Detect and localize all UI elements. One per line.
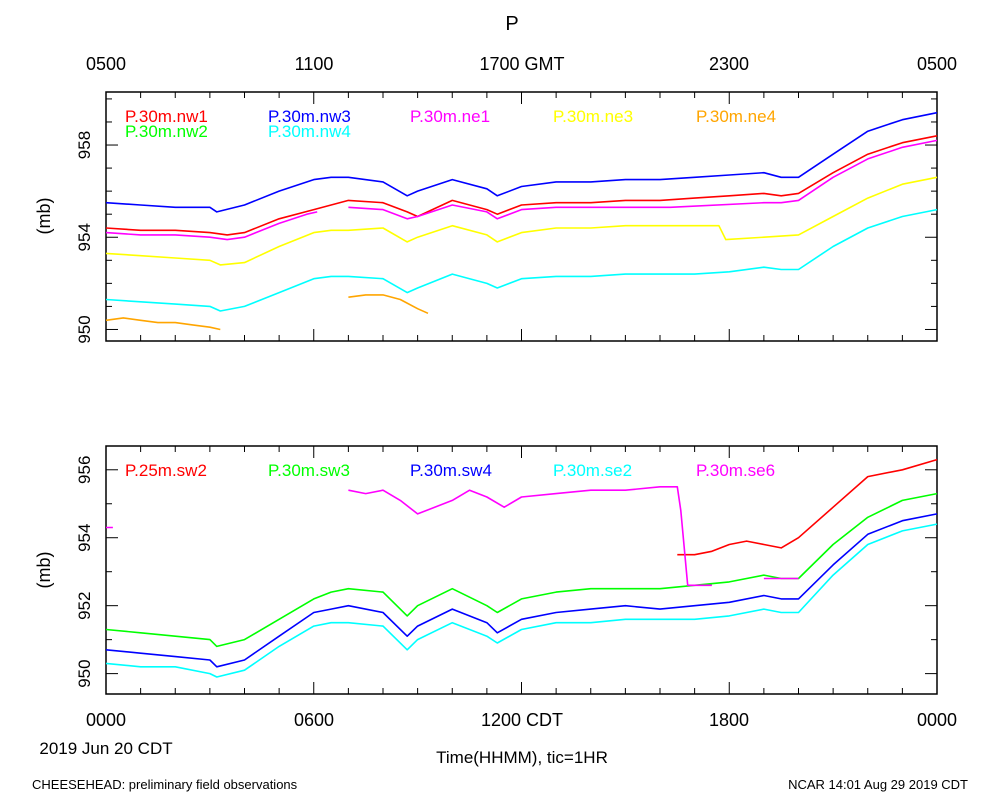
bottom-tick-label-0600: 0600 xyxy=(294,710,334,730)
bottom-tick-label-1800: 1800 xyxy=(709,710,749,730)
legend-p-30m-ne4: P.30m.ne4 xyxy=(696,107,776,126)
top-tick-label-0500-end: 0500 xyxy=(917,54,957,74)
legend-p-30m-se2: P.30m.se2 xyxy=(553,461,632,480)
x-axis-title: Time(HHMM), tic=1HR xyxy=(436,748,608,767)
figure-title: P xyxy=(505,13,518,35)
x-date-label: 2019 Jun 20 CDT xyxy=(39,739,172,758)
bottom-plot-frame xyxy=(105,445,938,695)
series-line-p-30m-ne1 xyxy=(105,139,938,241)
series-line-p-30m-nw3 xyxy=(105,111,938,213)
bottom-ytick-label: 952 xyxy=(75,591,94,619)
series-line-p-30m-sw3 xyxy=(105,492,938,648)
bottom-tick-label-1200-cdt: 1200 CDT xyxy=(481,710,563,730)
series-line-p-25m-sw2 xyxy=(677,458,938,556)
legend-p-30m-se6: P.30m.se6 xyxy=(696,461,775,480)
series-line-p-30m-ne4 xyxy=(105,294,429,331)
bottom-ylabel: (mb) xyxy=(34,552,54,589)
legend-p-30m-ne1: P.30m.ne1 xyxy=(410,107,490,126)
legend-p-30m-ne3: P.30m.ne3 xyxy=(553,107,633,126)
top-ylabel: (mb) xyxy=(34,198,54,235)
bottom-series-lines xyxy=(105,458,938,678)
series-line-p-30m-sw4 xyxy=(105,513,938,668)
series-line-p-30m-nw4 xyxy=(105,208,938,312)
top-ticks: 950 954 958 xyxy=(75,92,938,344)
series-line-p-30m-se2 xyxy=(105,523,938,678)
legend-p-30m-nw4: P.30m.nw4 xyxy=(268,122,351,141)
series-line-p-30m-nw1 xyxy=(105,135,938,236)
bottom-ticks: 950 952 954 956 xyxy=(75,446,938,694)
top-plot-frame xyxy=(105,91,938,342)
bottom-ytick-label: 956 xyxy=(75,456,94,484)
bottom-ytick-label: 954 xyxy=(75,524,94,552)
top-ytick-label: 954 xyxy=(75,223,94,251)
top-ytick-label: 958 xyxy=(75,131,94,159)
legend-p-30m-nw3: P.30m.nw3 xyxy=(268,107,351,126)
bottom-tick-label-0000-start: 0000 xyxy=(86,710,126,730)
legend-p-30m-sw4: P.30m.sw4 xyxy=(410,461,492,480)
legend-p-30m-nw1: P.30m.nw1 xyxy=(125,107,208,126)
bottom-panel: 950 952 954 956 P.25m.sw2 P.30m.sw3 P.30m.sw4… xyxy=(34,445,957,730)
legend-p-30m-sw3: P.30m.sw3 xyxy=(268,461,350,480)
legend-p-25m-sw2: P.25m.sw2 xyxy=(125,461,207,480)
top-tick-label-0500-start: 0500 xyxy=(86,54,126,74)
series-line-p-30m-se6 xyxy=(106,486,799,587)
top-tick-label-1700-gmt: 1700 GMT xyxy=(479,54,564,74)
top-series-lines xyxy=(105,111,938,331)
series-line-p-30m-ne3 xyxy=(105,176,938,266)
bottom-legend: P.25m.sw2 P.30m.sw3 P.30m.sw4 P.30m.se2 P.30… xyxy=(125,461,775,480)
bottom-ytick-label: 950 xyxy=(75,659,94,687)
footer-right: NCAR 14:01 Aug 29 2019 CDT xyxy=(788,777,968,792)
top-tick-label-1100: 1100 xyxy=(295,54,334,74)
top-tick-label-2300: 2300 xyxy=(709,54,749,74)
footer-left: CHEESEHEAD: preliminary field observatio… xyxy=(32,777,298,792)
top-ytick-label: 950 xyxy=(75,315,94,343)
legend-p-30m-nw2: P.30m.nw2 xyxy=(125,122,208,141)
top-legend: P.30m.nw1 P.30m.nw3 P.30m.ne1 P.30m.ne3 P.30… xyxy=(125,107,776,141)
bottom-tick-label-0000-end: 0000 xyxy=(917,710,957,730)
